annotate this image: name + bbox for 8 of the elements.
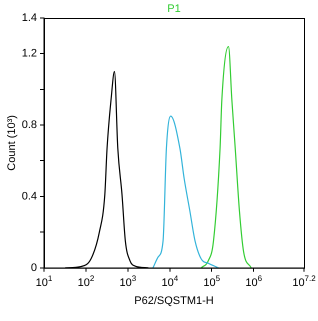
- y-tick-label: 0.8: [22, 119, 37, 132]
- y-tick-label: 1.2: [22, 48, 37, 60]
- chart-title: P1: [167, 3, 181, 15]
- y-tick-label: 1.4: [22, 12, 37, 24]
- y-tick-label: 0: [30, 262, 37, 274]
- y-axis-title: Count (10³): [6, 115, 18, 171]
- x-axis-title: P62/SQSTM1-H: [134, 294, 214, 307]
- y-tick-label: 0.4: [22, 190, 37, 202]
